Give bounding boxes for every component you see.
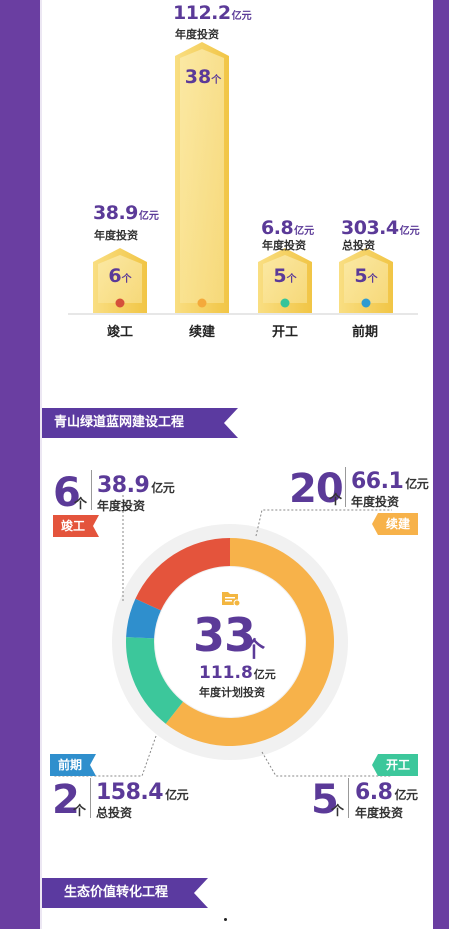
right-frame	[433, 0, 449, 929]
seg-count-unit-xujian: 个	[329, 493, 343, 508]
bar-count-0: 6个	[108, 265, 132, 287]
seg-value-qianqi: 158.4 亿元	[96, 780, 189, 805]
leader-line-qianqi	[54, 735, 157, 777]
divider-xujian	[345, 467, 346, 507]
bar-sublabel-2: 年度投资	[262, 239, 306, 252]
bar-inner-2	[263, 255, 307, 303]
section-title-2: 生态价值转化工程	[64, 885, 169, 900]
left-frame-line	[40, 0, 42, 929]
tag-bg-kaigong	[372, 754, 418, 776]
center-sublabel: 年度计划投资	[199, 686, 265, 699]
donut-segment-1	[165, 538, 334, 746]
seg-count-jungong: 6	[53, 470, 81, 516]
seg-count-kaigong: 5	[311, 777, 339, 823]
divider-qianqi	[90, 778, 91, 818]
bar-value-2: 6.8亿元	[261, 217, 315, 239]
tag-xujian: 续建	[385, 517, 410, 531]
section-title-1: 青山绿道蓝网建设工程	[54, 415, 185, 430]
bar-sublabel-0: 年度投资	[94, 229, 138, 242]
bar-value-0: 38.9亿元	[93, 202, 159, 224]
seg-sublabel-qianqi: 总投资	[96, 806, 133, 820]
bar-count-3: 5个	[354, 265, 378, 287]
bar-marks	[93, 42, 393, 313]
bar-sublabel-3: 总投资	[342, 239, 375, 252]
page-dot	[224, 918, 227, 921]
donut-segment-2	[126, 637, 184, 724]
banner-shape-2	[42, 878, 208, 908]
seg-sublabel-xujian: 年度投资	[351, 495, 400, 509]
donut-segments	[126, 538, 334, 746]
donut-chart	[54, 495, 392, 777]
bar-category-3: 前期	[351, 325, 378, 340]
bar-dot-2	[280, 298, 290, 308]
bar-value-1: 112.2亿元	[173, 2, 252, 24]
center-count: 33	[193, 608, 256, 662]
donut-hole	[155, 567, 305, 717]
tag-jungong: 竣工	[60, 519, 85, 533]
bar-dot-1	[197, 298, 207, 308]
bar-chart	[68, 42, 418, 315]
tag-bg-jungong	[53, 515, 99, 537]
bar-sublabel-1: 年度投资	[175, 28, 219, 41]
seg-sublabel-jungong: 年度投资	[97, 499, 146, 513]
bar-category-1: 续建	[188, 325, 215, 340]
leader-line-kaigong	[261, 751, 392, 777]
banner-shape	[42, 408, 238, 438]
bar-category-0: 竣工	[106, 325, 133, 340]
seg-count-qianqi: 2	[52, 777, 80, 823]
divider-kaigong	[348, 778, 349, 818]
center-value: 111.8亿元	[199, 663, 276, 683]
seg-value-kaigong: 6.8 亿元	[355, 780, 418, 805]
tag-bg-xujian	[372, 513, 418, 535]
donut-segment-0	[135, 538, 230, 611]
bar-category-2: 开工	[271, 325, 298, 340]
folder-icon	[222, 592, 241, 607]
bar-inner-3	[344, 255, 388, 303]
seg-count-unit-kaigong: 个	[331, 804, 345, 819]
seg-value-xujian: 66.1 亿元	[351, 469, 429, 494]
tag-qianqi: 前期	[57, 758, 82, 772]
tag-bg-qianqi	[50, 754, 96, 776]
seg-count-unit-qianqi: 个	[73, 804, 87, 819]
bar-dot-3	[361, 298, 371, 308]
seg-count-xujian: 20	[289, 466, 344, 512]
seg-value-jungong: 38.9 亿元	[97, 473, 175, 498]
donut-segment-3	[126, 598, 161, 639]
bar-count-1: 38个	[184, 66, 222, 88]
bar-inner-0	[98, 255, 142, 303]
bar-inner-1	[180, 49, 224, 303]
center-count-unit: 个	[243, 638, 266, 663]
section-banner-2: 生态价值转化工程	[42, 878, 208, 908]
tag-kaigong: 开工	[385, 758, 410, 772]
bar-dot-0	[115, 298, 125, 308]
left-frame	[0, 0, 40, 929]
seg-count-unit-jungong: 个	[74, 497, 88, 512]
content-panel	[42, 0, 433, 929]
bar-count-2: 5个	[273, 265, 297, 287]
leader-line-xujian	[255, 509, 392, 537]
divider-jungong	[91, 470, 92, 510]
seg-sublabel-kaigong: 年度投资	[355, 806, 404, 820]
bar-value-3: 303.4亿元	[341, 217, 420, 239]
section-banner-1: 青山绿道蓝网建设工程	[42, 408, 238, 438]
